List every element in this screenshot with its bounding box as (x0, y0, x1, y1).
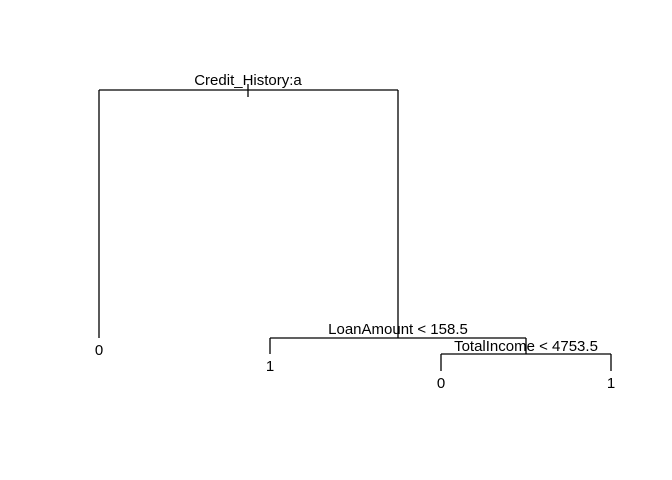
leaf-totalincome-right: 1 (607, 375, 615, 392)
root-split-label: Credit_History:a (194, 72, 302, 89)
totalincome-split-label: TotalIncome < 4753.5 (454, 338, 598, 355)
leaf-loanamount-left: 1 (266, 358, 274, 375)
root-split: Credit_History:a (98, 72, 399, 338)
leaf-root-left: 0 (95, 342, 103, 359)
totalincome-split: TotalIncome < 4753.5 (440, 338, 612, 371)
loanamount-split: LoanAmount < 158.5 (269, 321, 527, 354)
leaf-totalincome-left: 0 (437, 375, 445, 392)
loanamount-split-label: LoanAmount < 158.5 (328, 321, 468, 338)
